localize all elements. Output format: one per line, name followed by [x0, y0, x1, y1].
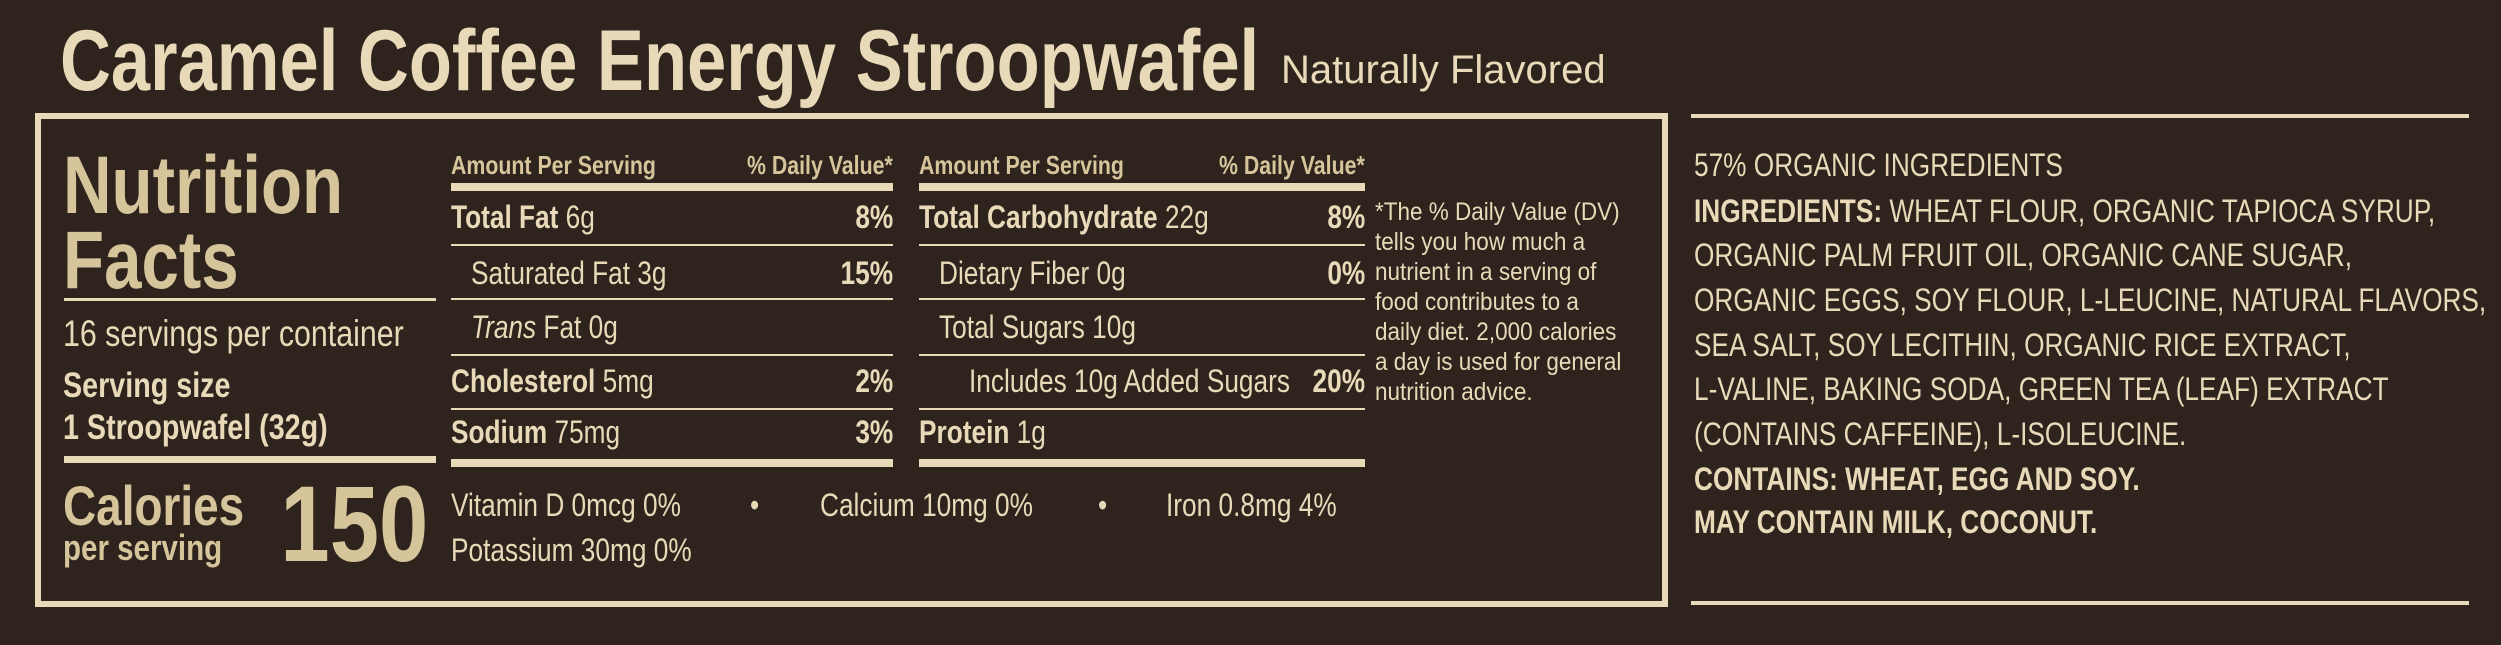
daily-value: 3% [855, 414, 893, 450]
nutrient-amount: 5mg [602, 363, 654, 399]
nutrient-amount: 75mg [554, 414, 621, 450]
column-header: Amount Per Serving [451, 150, 656, 180]
vitamin: Potassium 30mg 0% [451, 532, 692, 568]
nutrient-amount: 22g [1164, 199, 1209, 235]
rule [64, 298, 436, 301]
nutrient-row: Trans Fat 0g [471, 311, 618, 343]
ingredients-label: INGREDIENTS: [1694, 193, 1883, 229]
footnote: daily diet. 2,000 calories [1375, 318, 1617, 346]
facts-heading: Nutrition [63, 140, 344, 231]
nutrient-name: Trans [471, 309, 537, 345]
nutrient-row: Protein 1g [919, 416, 1046, 448]
nutrient-name: Sodium [451, 414, 548, 450]
organic: 57% ORGANIC INGREDIENTS [1694, 147, 2063, 183]
nutrient-row: Includes 10g Added Sugars [969, 365, 1290, 397]
nutrient-name: Includes 10g Added Sugars [969, 363, 1290, 399]
calories-label: Calories [63, 474, 245, 537]
rule [64, 456, 436, 463]
nutrient-row: Total Sugars 10g [939, 311, 1136, 343]
daily-value: 15% [840, 255, 893, 291]
vitamin: Iron 0.8mg 4% [1166, 487, 1337, 523]
rule [451, 244, 893, 246]
calories: 150 [280, 463, 428, 584]
facts-heading: Facts [63, 215, 239, 306]
nutrient-name: Protein [919, 414, 1010, 450]
daily-value: 2% [855, 363, 893, 399]
rule [451, 183, 893, 191]
footnote: a day is used for general [1375, 348, 1622, 376]
nutrient-name: Cholesterol [451, 363, 596, 399]
nutrient-row: Total Fat 6g [451, 201, 595, 233]
footnote: nutrient in a serving of [1375, 258, 1597, 286]
facts-box [35, 113, 1668, 607]
nutrient-row: Total Carbohydrate 22g [919, 201, 1209, 233]
nutrient-name: Total Sugars [939, 309, 1085, 345]
rule [919, 244, 1365, 246]
ingredients-line: SEA SALT, SOY LECITHIN, ORGANIC RICE EXT… [1694, 327, 2351, 363]
rule [919, 408, 1365, 410]
rule [451, 354, 893, 356]
ingredients-line: (CONTAINS CAFFEINE), L-ISOLEUCINE. [1694, 416, 2187, 452]
nutrient-row: Sodium 75mg [451, 416, 620, 448]
nutrient-amount: 10g [1092, 309, 1136, 345]
rule [451, 408, 893, 410]
nutrient-row: Saturated Fat 3g [471, 257, 666, 289]
bullet: • [750, 487, 760, 523]
rule [919, 183, 1365, 191]
nutrient-amount: 0g [1096, 255, 1126, 291]
rule [451, 459, 893, 467]
serving-size: 1 Stroopwafel (32g) [63, 408, 328, 447]
servings: 16 servings per container [63, 313, 404, 354]
daily-value: 0% [1327, 255, 1365, 291]
nutrient-name: Total Fat [451, 199, 559, 235]
contains: CONTAINS: WHEAT, EGG AND SOY. [1694, 461, 2140, 497]
rule [451, 298, 893, 300]
bullet: • [1098, 487, 1108, 523]
nutrient-amount: 0g [588, 309, 618, 345]
nutrient-name: Dietary Fiber [939, 255, 1090, 291]
footnote: tells you how much a [1375, 228, 1586, 256]
subtitle: Naturally Flavored [1281, 48, 1606, 92]
rule [1691, 114, 2469, 118]
ingredients-line: INGREDIENTS: WHEAT FLOUR, ORGANIC TAPIOC… [1694, 195, 2435, 227]
footnote: food contributes to a [1375, 288, 1579, 316]
rule [919, 459, 1365, 467]
nutrient-name: Fat [543, 309, 582, 345]
daily-value: 8% [855, 199, 893, 235]
nutrient-amount: 3g [637, 255, 667, 291]
ingredients-line: ORGANIC PALM FRUIT OIL, ORGANIC CANE SUG… [1694, 237, 2353, 273]
calories-sub: per serving [63, 527, 223, 568]
ingredients-line: L-VALINE, BAKING SODA, GREEN TEA (LEAF) … [1694, 371, 2389, 407]
column-header: Amount Per Serving [919, 150, 1124, 180]
vitamin: Calcium 10mg 0% [820, 487, 1033, 523]
vitamin: Vitamin D 0mcg 0% [451, 487, 681, 523]
may-contain: MAY CONTAIN MILK, COCONUT. [1694, 504, 2098, 540]
column-header: % Daily Value* [747, 150, 893, 180]
nutrient-row: Dietary Fiber 0g [939, 257, 1126, 289]
footnote: nutrition advice. [1375, 378, 1533, 406]
column-header: % Daily Value* [1219, 150, 1365, 180]
nutrient-amount: 6g [565, 199, 595, 235]
rule [1691, 601, 2469, 605]
footnote: *The % Daily Value (DV) [1375, 198, 1620, 226]
nutrient-name: Total Carbohydrate [919, 199, 1158, 235]
daily-value: 8% [1327, 199, 1365, 235]
nutrient-amount: 1g [1016, 414, 1046, 450]
serving-size-label: Serving size [63, 366, 231, 405]
rule [919, 354, 1365, 356]
nutrient-row: Cholesterol 5mg [451, 365, 654, 397]
rule [919, 298, 1365, 300]
nutrient-name: Saturated Fat [471, 255, 630, 291]
ingredients-text: WHEAT FLOUR, ORGANIC TAPIOCA SYRUP, [1889, 193, 2436, 229]
ingredients-line: ORGANIC EGGS, SOY FLOUR, L-LEUCINE, NATU… [1694, 282, 2487, 318]
daily-value: 20% [1312, 363, 1365, 399]
title: Caramel Coffee Energy Stroopwafel [60, 13, 1260, 109]
